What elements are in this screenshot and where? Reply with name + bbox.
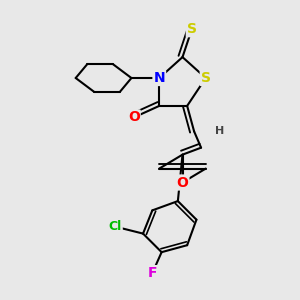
Text: Cl: Cl <box>109 220 122 233</box>
Text: N: N <box>154 71 165 85</box>
Text: H: H <box>215 126 224 136</box>
Text: O: O <box>128 110 140 124</box>
Text: S: S <box>187 22 197 36</box>
Text: O: O <box>177 176 188 190</box>
Text: S: S <box>201 71 211 85</box>
Text: F: F <box>148 266 157 280</box>
